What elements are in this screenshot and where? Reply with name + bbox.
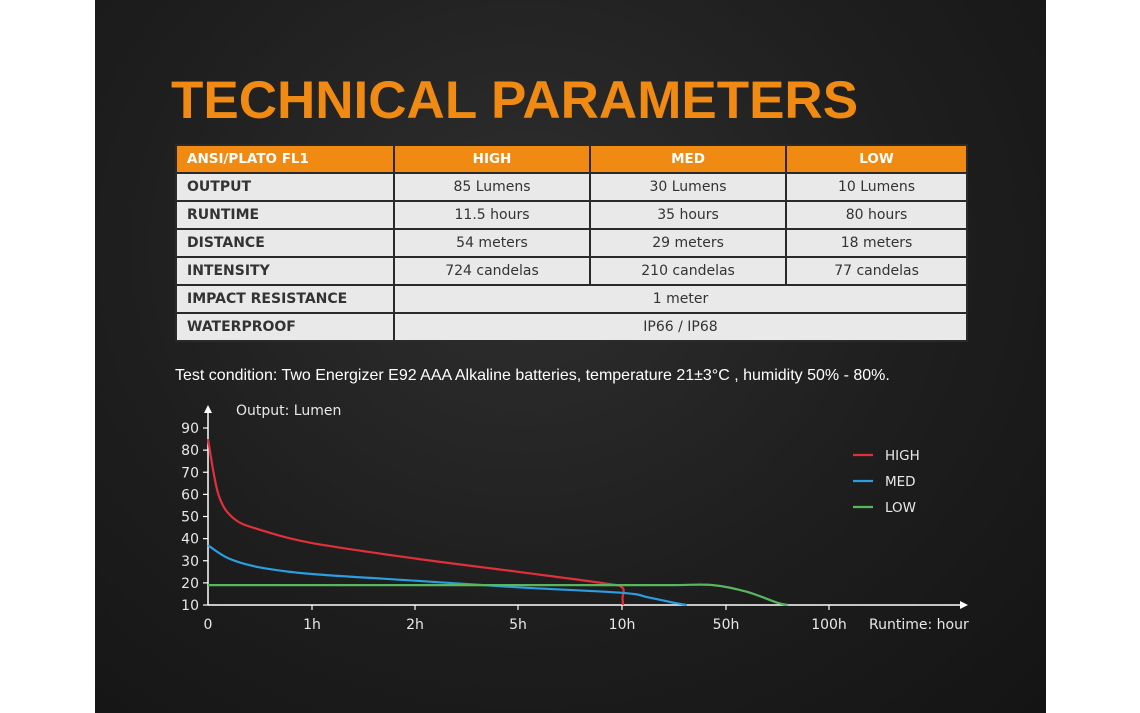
x-axis-label: Runtime: hour [869,617,969,633]
page-title: TECHNICAL PARAMETERS [171,71,859,130]
header-low: LOW [785,144,968,174]
table-row: WATERPROOF IP66 / IP68 [175,312,968,342]
y-tick-label: 50 [181,510,199,526]
cell-med: 35 hours [589,200,788,230]
cell-high: 11.5 hours [392,200,592,230]
x-tick-label: 10h [609,617,636,633]
cell-high: 85 Lumens [392,172,592,202]
table-row: OUTPUT 85 Lumens 30 Lumens 10 Lumens [175,172,968,202]
legend-label-low: LOW [885,500,916,516]
y-tick-label: 80 [181,443,199,459]
cell-med: 29 meters [589,228,788,258]
x-tick-label: 2h [406,617,424,633]
y-axis-label: Output: Lumen [236,403,341,419]
table-row: DISTANCE 54 meters 29 meters 18 meters [175,228,968,258]
row-label: INTENSITY [175,256,395,286]
test-condition-note: Test condition: Two Energizer E92 AAA Al… [175,367,890,384]
y-tick-label: 20 [181,576,199,592]
y-axis-arrow [204,405,212,413]
spec-panel: TECHNICAL PARAMETERS ANSI/PLATO FL1 HIGH… [95,0,1046,713]
row-label: WATERPROOF [175,312,395,342]
x-tick-label: 0 [204,617,213,633]
header-high: HIGH [392,144,592,174]
x-tick-label: 1h [303,617,321,633]
row-label: DISTANCE [175,228,395,258]
cell-low: 18 meters [785,228,968,258]
cell-low: 80 hours [785,200,968,230]
cell-low: 77 candelas [785,256,968,286]
cell-high: 54 meters [392,228,592,258]
cell-high: 724 candelas [392,256,592,286]
x-tick-label: 50h [713,617,740,633]
cell-low: 10 Lumens [785,172,968,202]
legend-label-high: HIGH [885,448,920,464]
table-header-row: ANSI/PLATO FL1 HIGH MED LOW [175,144,968,174]
y-tick-label: 90 [181,421,199,437]
cell-span: 1 meter [393,284,968,314]
cell-span: IP66 / IP68 [393,312,968,342]
series-line-low [208,583,789,607]
series-line-high [206,438,625,606]
y-axis-ticks: 10 20 30 40 50 60 70 80 90 [181,421,208,614]
parameters-table: ANSI/PLATO FL1 HIGH MED LOW OUTPUT 85 Lu… [175,144,968,342]
row-label: IMPACT RESISTANCE [175,284,395,314]
runtime-chart: 10 20 30 40 50 60 70 80 90 0 1h 2h 5h 10h 50h 100h HIG… [181,403,969,633]
table-row: INTENSITY 724 candelas 210 candelas 77 c… [175,256,968,286]
row-label: RUNTIME [175,200,395,230]
header-med: MED [589,144,788,174]
y-tick-label: 30 [181,554,199,570]
x-tick-label: 5h [509,617,527,633]
table-row: IMPACT RESISTANCE 1 meter [175,284,968,314]
legend-label-med: MED [885,474,916,490]
series-line-med [207,544,688,607]
chart-legend: HIGH MED LOW [853,448,920,516]
y-tick-label: 10 [181,598,199,614]
x-tick-label: 100h [811,617,847,633]
table-row: RUNTIME 11.5 hours 35 hours 80 hours [175,200,968,230]
row-label: OUTPUT [175,172,395,202]
x-axis-ticks: 0 1h 2h 5h 10h 50h 100h [204,605,847,633]
header-standard: ANSI/PLATO FL1 [175,144,395,174]
x-axis-arrow [960,601,968,609]
cell-med: 210 candelas [589,256,788,286]
y-tick-label: 70 [181,465,199,481]
cell-med: 30 Lumens [589,172,788,202]
y-tick-label: 40 [181,532,199,548]
series-lines [206,438,789,607]
y-tick-label: 60 [181,487,199,503]
